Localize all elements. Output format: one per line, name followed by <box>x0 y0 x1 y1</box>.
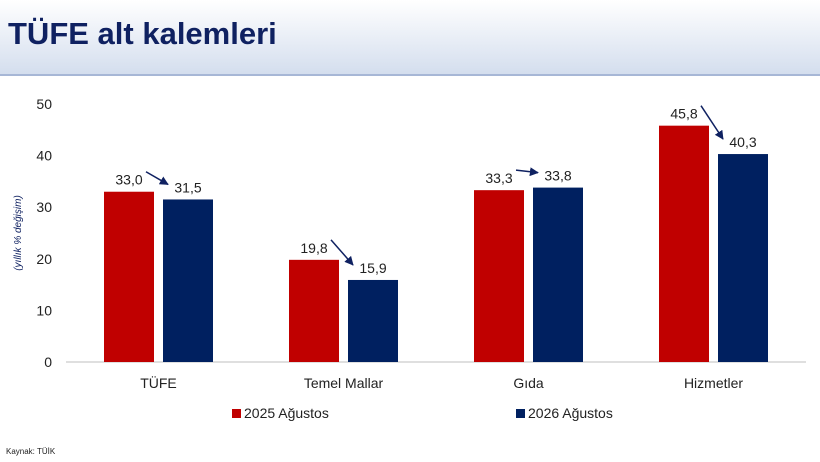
data-label: 19,8 <box>300 240 327 256</box>
bar <box>348 279 398 362</box>
data-label: 33,3 <box>485 170 512 186</box>
bar <box>104 191 154 362</box>
source-note: Kaynak: TÜİK <box>6 447 56 456</box>
y-tick-label: 50 <box>36 96 52 112</box>
y-tick-label: 0 <box>44 354 52 370</box>
y-tick-label: 30 <box>36 199 52 215</box>
change-arrow <box>700 105 724 140</box>
y-tick-label: 10 <box>36 302 52 318</box>
data-label: 31,5 <box>174 179 201 195</box>
bar-chart: 0 10 20 30 40 50 (yıllık % değişim) TÜFE Temel M… <box>13 96 806 421</box>
bar <box>289 259 339 362</box>
legend-label: 2025 Ağustos <box>244 405 329 421</box>
data-label: 40,3 <box>729 134 756 150</box>
bar <box>474 190 524 362</box>
y-tick-label: 20 <box>36 251 52 267</box>
bar <box>718 154 768 362</box>
y-axis-title: (yıllık % değişim) <box>13 195 24 271</box>
x-tick-label: Gıda <box>513 375 544 391</box>
data-label: 33,0 <box>115 172 142 188</box>
change-arrow <box>145 171 169 186</box>
header-banner: TÜFE alt kalemleri <box>0 0 820 76</box>
legend-swatch <box>232 409 241 418</box>
data-label: 45,8 <box>670 106 697 122</box>
bar <box>659 125 709 362</box>
change-arrow <box>330 239 354 266</box>
data-label: 15,9 <box>359 260 386 276</box>
legend-label: 2026 Ağustos <box>528 405 613 421</box>
x-tick-label: Hizmetler <box>684 375 743 391</box>
bar <box>163 199 213 362</box>
x-tick-label: TÜFE <box>140 374 177 391</box>
y-tick-label: 40 <box>36 148 52 164</box>
page-title: TÜFE alt kalemleri <box>8 16 277 51</box>
bar <box>533 187 583 362</box>
x-tick-label: Temel Mallar <box>304 375 384 391</box>
data-label: 33,8 <box>544 168 571 184</box>
change-arrow <box>515 167 539 177</box>
legend-swatch <box>516 409 525 418</box>
